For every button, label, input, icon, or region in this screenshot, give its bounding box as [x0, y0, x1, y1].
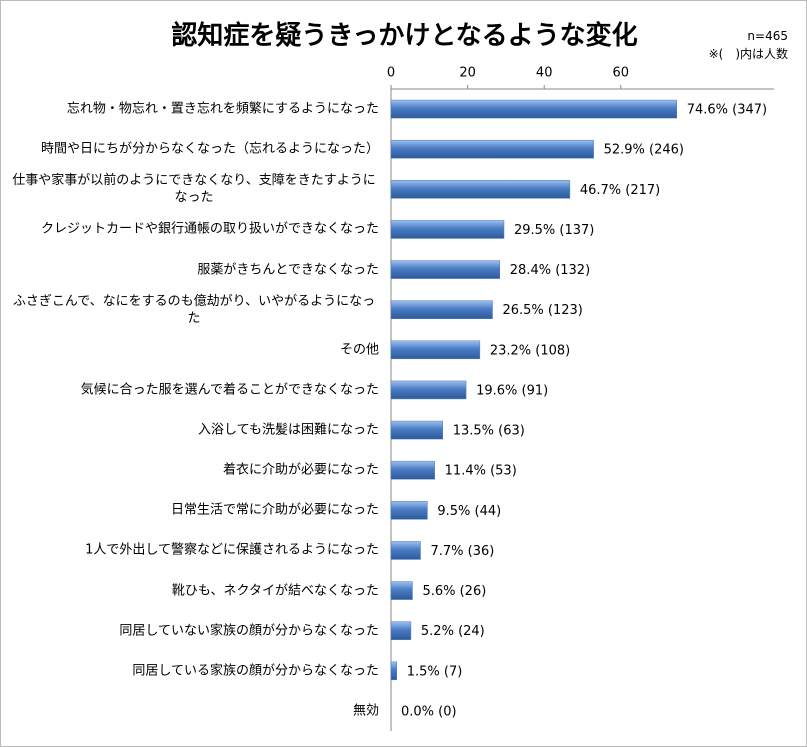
- x-tick-label: 40: [536, 66, 553, 81]
- bar: [390, 581, 413, 600]
- y-tick-label: 服薬がきちんとできなくなった: [9, 261, 379, 278]
- category-text: 忘れ物・物忘れ・置き忘れを頻繁にするようになった: [66, 101, 379, 117]
- x-tick-label: 0: [387, 66, 395, 81]
- data-label: 23.2% (108): [490, 343, 570, 358]
- y-tick-label: 入浴しても洗髪は困難になった: [9, 422, 379, 439]
- annotation: ※( )内は人数: [708, 47, 788, 61]
- y-tick-label: その他: [9, 341, 379, 358]
- data-label: 0.0% (0): [401, 704, 457, 719]
- chart-title: 認知症を疑うきっかけとなるような変化: [171, 21, 638, 51]
- bar: [390, 340, 481, 360]
- data-label: 9.5% (44): [437, 504, 501, 519]
- category-text: ふさぎこんで、なにをするのも億劫がり、いやがるようになった: [12, 293, 376, 326]
- category-text: 同居していない家族の顔が分からなくなった: [119, 623, 379, 639]
- y-tick-label: クレジットカードや銀行通帳の取り扱いができなくなった: [9, 221, 379, 238]
- bar: [390, 380, 467, 400]
- bar: [390, 220, 505, 239]
- data-label: 28.4% (132): [510, 263, 590, 278]
- y-tick-label: ふさぎこんで、なにをするのも億劫がり、いやがるようになった: [9, 293, 379, 327]
- y-tick-label: 同居している家族の顔が分からなくなった: [9, 662, 379, 679]
- data-label: 19.6% (91): [476, 383, 548, 398]
- y-tick-label: 日常生活で常に介助が必要になった: [9, 502, 379, 519]
- annotation: n=465: [747, 29, 788, 43]
- x-tick-label: 60: [613, 66, 630, 81]
- category-text: クレジットカードや銀行通帳の取り扱いができなくなった: [40, 221, 379, 237]
- category-text: 時間や日にちが分からなくなった（忘れるようになった）: [40, 141, 379, 157]
- category-text: 仕事や家事が以前のようにできなくなり、支障をきたすようになった: [12, 173, 376, 206]
- category-text: 無効: [352, 703, 379, 719]
- category-text: 入浴しても洗髪は困難になった: [198, 422, 379, 438]
- bar: [390, 180, 571, 199]
- data-label: 74.6% (347): [687, 103, 767, 118]
- y-tick-label: 仕事や家事が以前のようにできなくなり、支障をきたすようになった: [9, 172, 379, 206]
- data-label: 11.4% (53): [445, 464, 517, 479]
- y-tick-label: 1人で外出して警察などに保護されるようになった: [9, 542, 379, 559]
- data-label: 13.5% (63): [453, 424, 525, 439]
- category-text: その他: [339, 342, 379, 358]
- y-tick-label: 着衣に介助が必要になった: [9, 462, 379, 479]
- bar: [390, 420, 443, 440]
- y-tick-label: 同居していない家族の顔が分からなくなった: [9, 622, 379, 639]
- category-text: 靴ひも、ネクタイが結べなくなった: [171, 583, 379, 599]
- bar: [390, 260, 501, 279]
- category-text: 同居している家族の顔が分からなくなった: [132, 663, 379, 679]
- category-text: 1人で外出して警察などに保護されるようになった: [85, 542, 379, 558]
- bar: [390, 541, 421, 560]
- bar: [390, 460, 435, 480]
- data-label: 52.9% (246): [604, 143, 684, 158]
- y-tick-label: 気候に合った服を選んで着ることができなくなった: [9, 381, 379, 398]
- category-text: 気候に合った服を選んで着ることができなくなった: [80, 382, 379, 398]
- y-tick-label: 忘れ物・物忘れ・置き忘れを頻繁にするようになった: [9, 101, 379, 118]
- bar: [390, 501, 428, 520]
- bar: [390, 621, 412, 640]
- y-tick-label: 無効: [9, 702, 379, 719]
- y-tick-label: 時間や日にちが分からなくなった（忘れるようになった）: [9, 141, 379, 158]
- data-label: 1.5% (7): [407, 664, 463, 679]
- bar: [390, 99, 677, 119]
- data-label: 5.6% (26): [422, 584, 486, 599]
- category-text: 着衣に介助が必要になった: [222, 462, 379, 478]
- y-tick-label: 靴ひも、ネクタイが結べなくなった: [9, 582, 379, 599]
- data-label: 26.5% (123): [502, 303, 582, 318]
- bar: [390, 661, 397, 681]
- data-label: 7.7% (36): [430, 544, 494, 559]
- bar: [390, 300, 493, 319]
- data-label: 5.2% (24): [421, 624, 485, 639]
- bar: [390, 139, 594, 159]
- data-label: 46.7% (217): [580, 183, 660, 198]
- category-text: 服薬がきちんとできなくなった: [197, 262, 379, 278]
- category-text: 日常生活で常に介助が必要になった: [170, 502, 379, 518]
- x-tick-label: 20: [459, 66, 476, 81]
- data-label: 29.5% (137): [514, 223, 594, 238]
